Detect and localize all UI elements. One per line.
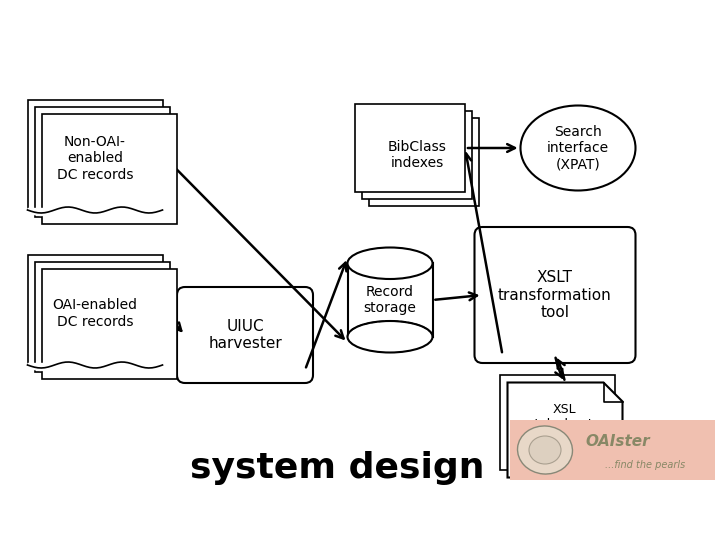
Bar <box>348 263 433 337</box>
Bar <box>42 269 176 379</box>
Bar <box>35 262 169 372</box>
Text: BibClass
indexes: BibClass indexes <box>387 140 446 170</box>
Bar <box>510 420 715 480</box>
Ellipse shape <box>529 436 561 464</box>
FancyBboxPatch shape <box>177 287 313 383</box>
Bar <box>27 100 163 210</box>
Text: ...find the pearls: ...find the pearls <box>605 460 685 470</box>
Text: OAI-enabled
DC records: OAI-enabled DC records <box>53 299 138 329</box>
Text: OAIster: OAIster <box>585 434 649 449</box>
Text: system design: system design <box>190 451 485 485</box>
Ellipse shape <box>348 321 433 353</box>
Polygon shape <box>508 382 623 477</box>
Text: Record
storage: Record storage <box>364 285 416 315</box>
Text: Non-OAI-
enabled
DC records: Non-OAI- enabled DC records <box>57 136 133 181</box>
Text: Search
interface
(XPAT): Search interface (XPAT) <box>547 125 609 171</box>
Text: UIUC
harvester: UIUC harvester <box>208 319 282 351</box>
Bar <box>42 114 176 224</box>
Bar <box>500 375 614 469</box>
Ellipse shape <box>348 247 433 279</box>
Bar <box>362 111 472 199</box>
Text: XSLT
transformation
tool: XSLT transformation tool <box>498 270 612 320</box>
Bar <box>355 104 465 192</box>
Bar <box>369 118 479 206</box>
Bar <box>35 107 169 217</box>
Ellipse shape <box>518 426 572 474</box>
Ellipse shape <box>521 105 636 191</box>
Text: XSL
stylesheets
(per source
type): XSL stylesheets (per source type) <box>528 403 600 461</box>
Bar <box>27 255 163 365</box>
FancyBboxPatch shape <box>474 227 636 363</box>
